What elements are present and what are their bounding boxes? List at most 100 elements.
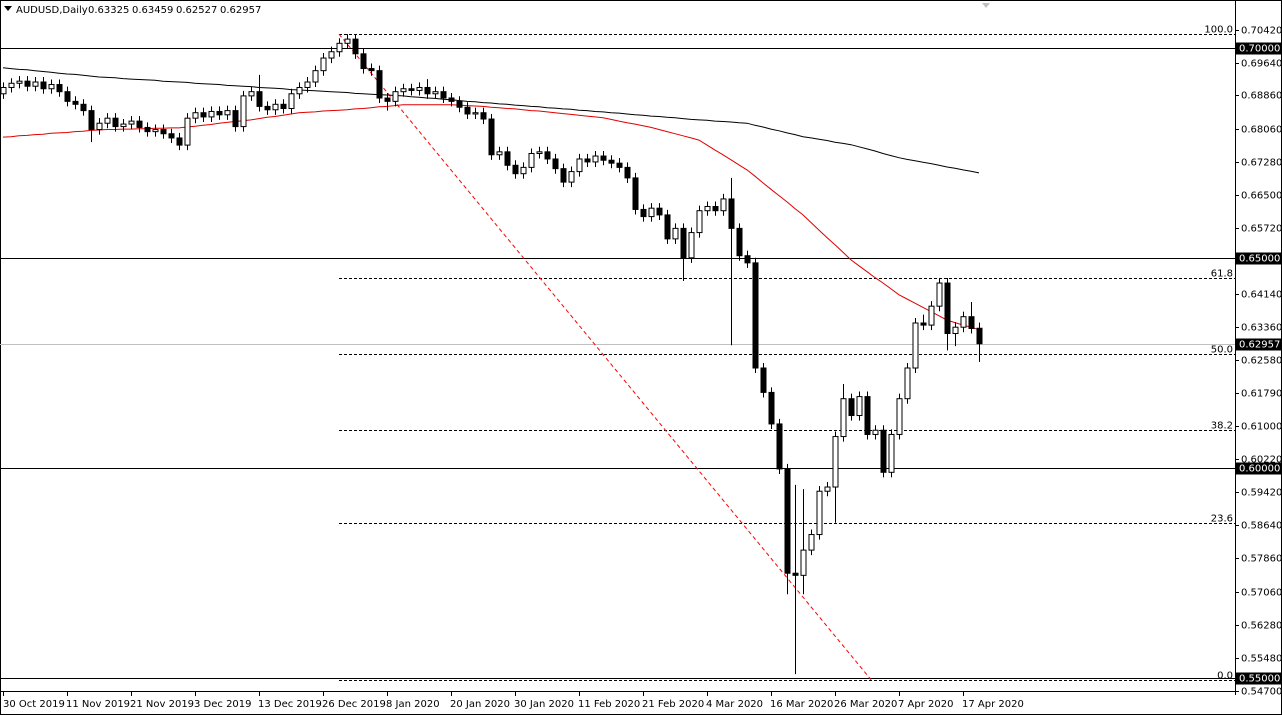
candle-body xyxy=(896,398,903,435)
candle-body xyxy=(624,166,631,179)
fib-level-label: 61.8 xyxy=(1211,269,1233,280)
candle-body xyxy=(184,117,191,146)
candle-body xyxy=(48,84,55,90)
candle-body xyxy=(96,122,103,131)
candle-body xyxy=(64,91,71,102)
candle-body xyxy=(544,151,551,160)
x-tick-label: 26 Mar 2020 xyxy=(834,699,897,710)
candle-body xyxy=(0,86,7,95)
candle-body xyxy=(320,57,327,72)
y-tick-label: 0.63360 xyxy=(1241,323,1282,334)
candle-body xyxy=(416,86,423,91)
y-tick-label: 0.65720 xyxy=(1241,224,1282,235)
candle-body xyxy=(160,129,167,135)
candle-body xyxy=(792,572,799,576)
candle-body xyxy=(776,423,783,470)
candle-body xyxy=(200,112,207,118)
fib-level-label: 0.0 xyxy=(1217,671,1233,682)
x-tick-label: 4 Mar 2020 xyxy=(706,699,763,710)
candle-body xyxy=(480,112,487,120)
candle-body xyxy=(536,151,543,155)
candle-body xyxy=(88,110,95,131)
candle-body xyxy=(176,137,183,146)
y-tick-label: 0.61790 xyxy=(1241,389,1282,400)
x-tick-label: 11 Nov 2019 xyxy=(66,699,130,710)
candle-body xyxy=(816,490,823,536)
candle-body xyxy=(824,486,831,492)
candle-body xyxy=(440,91,447,99)
candle-body xyxy=(856,396,863,417)
x-tick-label: 13 Dec 2019 xyxy=(258,699,322,710)
candle-body xyxy=(800,549,807,576)
y-tick-label: 0.68060 xyxy=(1241,125,1282,136)
price-level-box xyxy=(1236,672,1281,685)
price-level-label: 0.55000 xyxy=(1239,674,1280,685)
candle-body xyxy=(560,168,567,183)
candle-body xyxy=(496,151,503,156)
x-tick-label: 3 Dec 2019 xyxy=(194,699,252,710)
candle-body xyxy=(944,282,951,335)
price-level-box xyxy=(1236,462,1281,475)
candle-body xyxy=(424,86,431,95)
candle-body xyxy=(408,88,415,91)
price-level-label: 0.60000 xyxy=(1239,464,1280,475)
candle-body xyxy=(888,433,895,473)
candle-body xyxy=(208,110,215,118)
x-tick-label: 11 Feb 2020 xyxy=(578,699,640,710)
x-tick-label: 30 Oct 2019 xyxy=(3,699,65,710)
candle-body xyxy=(760,367,767,393)
x-tick-label: 20 Jan 2020 xyxy=(450,699,510,710)
candle-body xyxy=(264,105,271,111)
candle-body xyxy=(520,166,527,175)
price-level-label: 0.70000 xyxy=(1239,44,1280,55)
candle-body xyxy=(72,100,79,105)
candle-body xyxy=(808,534,815,551)
x-tick-label: 30 Jan 2020 xyxy=(514,699,574,710)
y-tick-label: 0.57860 xyxy=(1241,554,1282,565)
candle-body xyxy=(392,91,399,102)
candle-body xyxy=(672,227,679,240)
y-tick-label: 0.70420 xyxy=(1241,26,1282,37)
candle-body xyxy=(472,112,479,115)
price-level-box xyxy=(1236,252,1281,265)
candle-body xyxy=(712,206,719,212)
candle-body xyxy=(288,93,295,110)
candle-body xyxy=(448,97,455,102)
candle-body xyxy=(432,91,439,95)
header-low: 0.62527 xyxy=(176,5,217,16)
candle-body xyxy=(648,207,655,218)
candle-body xyxy=(192,112,199,119)
menu-arrow xyxy=(4,6,12,11)
candle-body xyxy=(872,429,879,435)
candle-body xyxy=(576,158,583,173)
candle-body xyxy=(960,316,967,328)
x-tick-label: 8 Jan 2020 xyxy=(386,699,440,710)
fib-level-label: 100.0 xyxy=(1204,25,1233,36)
header-open: 0.63325 xyxy=(88,5,129,16)
candle-body xyxy=(632,177,639,210)
candle-body xyxy=(352,38,359,55)
candle-body xyxy=(104,117,111,124)
candle-body xyxy=(784,468,791,574)
x-tick-label: 21 Nov 2019 xyxy=(130,699,194,710)
candle-body xyxy=(728,198,735,229)
candle-body xyxy=(8,82,15,88)
candle-body xyxy=(504,151,511,166)
candle-body xyxy=(56,84,63,93)
candle-body xyxy=(376,70,383,99)
candle-body xyxy=(840,398,847,438)
candle-body xyxy=(952,326,959,335)
y-tick-label: 0.67280 xyxy=(1241,158,1282,169)
candle-body xyxy=(600,155,607,161)
candle-body xyxy=(568,171,575,183)
candle-body xyxy=(248,91,255,97)
candle-body xyxy=(696,210,703,234)
candle-body xyxy=(616,162,623,168)
y-tick-label: 0.59420 xyxy=(1241,488,1282,499)
y-tick-label: 0.57060 xyxy=(1241,588,1282,599)
candle-body xyxy=(296,86,303,95)
candle-body xyxy=(640,208,647,218)
candle-body xyxy=(120,123,127,128)
y-tick-label: 0.54700 xyxy=(1241,687,1282,698)
